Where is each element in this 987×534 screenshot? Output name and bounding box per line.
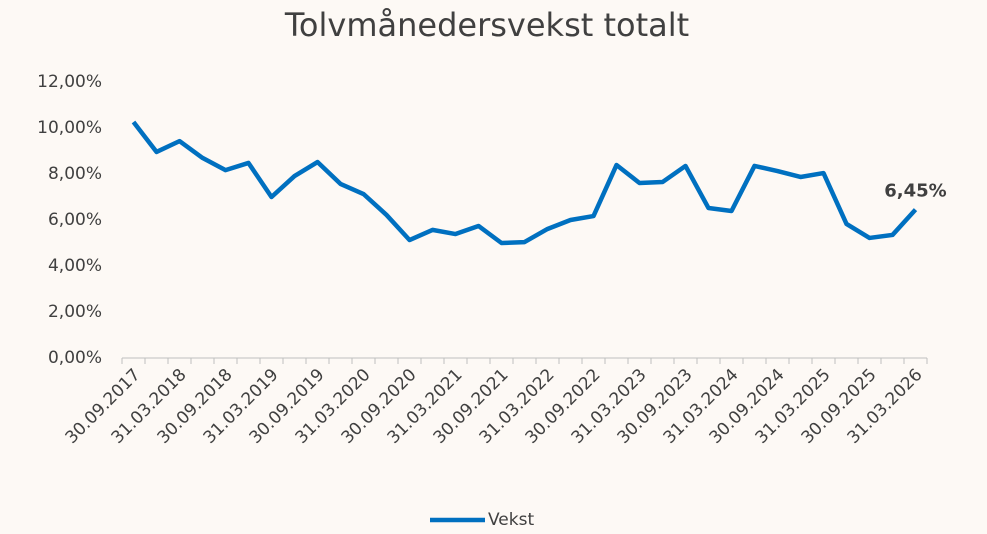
y-tick-label: 2,00%	[48, 302, 102, 322]
y-tick-label: 4,00%	[48, 256, 102, 276]
legend-label: Vekst	[488, 510, 534, 530]
chart-title: Tolvmånedersvekst totalt	[284, 6, 689, 44]
line	[131, 120, 918, 246]
y-tick-label: 12,00%	[37, 72, 102, 92]
y-tick-label: 10,00%	[37, 118, 102, 138]
y-tick-label: 6,00%	[48, 210, 102, 230]
data-label: 6,45%	[884, 181, 946, 202]
y-tick-label: 0,00%	[48, 348, 102, 368]
y-tick-label: 8,00%	[48, 164, 102, 184]
